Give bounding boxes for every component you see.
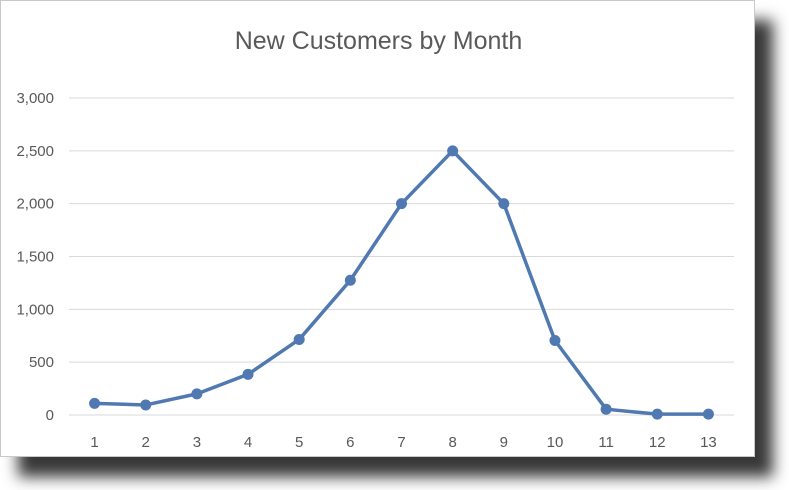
x-tick-label: 4 xyxy=(244,434,252,451)
x-tick-label: 5 xyxy=(295,434,303,451)
x-tick-label: 6 xyxy=(346,434,354,451)
y-tick-label: 0 xyxy=(46,407,54,424)
series-line xyxy=(94,149,709,416)
data-point xyxy=(549,335,561,347)
data-point xyxy=(140,399,152,411)
x-tick-label: 12 xyxy=(649,434,666,451)
x-tick-label: 1 xyxy=(90,434,98,451)
data-point xyxy=(651,408,663,420)
data-point xyxy=(600,403,612,415)
data-point xyxy=(242,368,254,380)
data-point xyxy=(498,198,510,210)
x-tick-label: 11 xyxy=(598,434,614,451)
data-point xyxy=(293,333,305,345)
x-tick-label: 10 xyxy=(547,434,564,451)
x-tick-label: 2 xyxy=(142,434,150,451)
y-tick-label: 500 xyxy=(29,354,54,371)
y-tick-label: 1,000 xyxy=(16,301,54,318)
x-tick-label: 9 xyxy=(500,434,508,451)
data-point xyxy=(396,198,407,210)
data-point xyxy=(344,274,356,286)
y-tick-label: 2,000 xyxy=(16,196,54,213)
y-tick-label: 1,500 xyxy=(16,249,54,266)
data-point xyxy=(191,388,203,400)
y-tick-label: 2,500 xyxy=(16,143,54,160)
chart-card: New Customers by Month 0 500 1,000 1,500 2,0… xyxy=(0,0,755,457)
data-point xyxy=(702,408,714,420)
data-point xyxy=(89,397,101,409)
x-tick-label: 13 xyxy=(700,434,717,451)
data-point xyxy=(447,145,459,157)
x-tick-label: 8 xyxy=(448,434,456,451)
chart-title: New Customers by Month xyxy=(234,27,523,55)
x-tick-label: 7 xyxy=(397,434,405,451)
y-tick-label: 3,000 xyxy=(16,90,54,107)
x-tick-label: 3 xyxy=(193,434,201,451)
